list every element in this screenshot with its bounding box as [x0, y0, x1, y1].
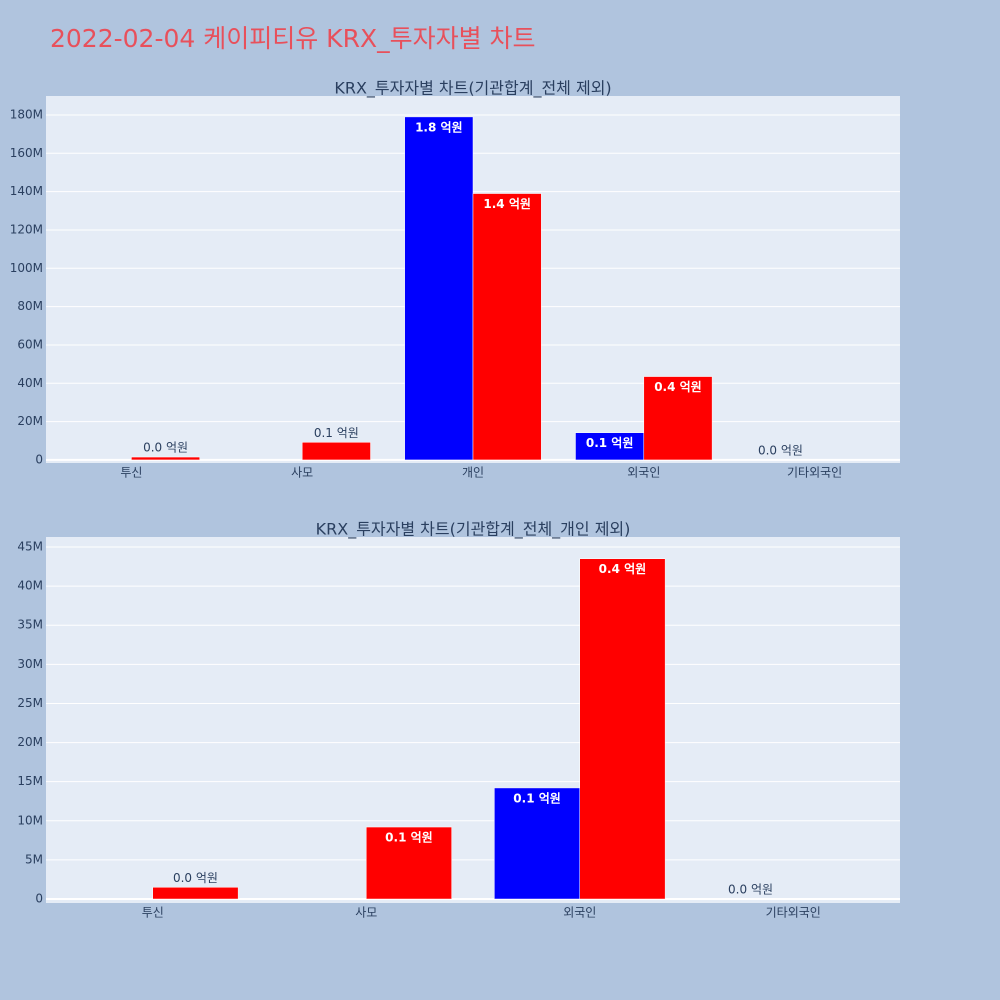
x-tick-label: 사모 — [291, 466, 313, 480]
y-tick-label: 30M — [17, 657, 43, 671]
y-tick-label: 180M — [10, 107, 43, 121]
data-label: 0.1 억원 — [586, 436, 634, 450]
y-tick-label: 100M — [10, 261, 43, 275]
y-tick-label: 10M — [17, 813, 43, 827]
data-label: 0.1 억원 — [513, 791, 561, 805]
chart-title: KRX_투자자별 차트(기관합계_전체_개인 제외) — [316, 520, 631, 540]
y-tick-label: 0 — [35, 892, 43, 906]
y-tick-label: 45M — [17, 540, 43, 554]
x-tick-label: 투신 — [120, 466, 142, 480]
y-tick-label: 140M — [10, 184, 43, 198]
data-label: 0.1 억원 — [314, 426, 359, 440]
bar — [579, 558, 666, 900]
chart-title: KRX_투자자별 차트(기관합계_전체 제외) — [334, 79, 611, 99]
bar — [152, 887, 239, 900]
y-tick-label: 60M — [17, 337, 43, 351]
x-tick-label: 기타외국인 — [787, 466, 842, 480]
data-label: 1.8 억원 — [415, 120, 463, 134]
y-tick-label: 0 — [35, 452, 43, 466]
x-tick-label: 투신 — [142, 906, 164, 920]
x-tick-label: 개인 — [462, 466, 484, 480]
x-tick-label: 기타외국인 — [766, 906, 821, 920]
data-label: 0.0 억원 — [728, 883, 773, 897]
bar — [494, 787, 581, 900]
y-tick-label: 25M — [17, 696, 43, 710]
y-tick-label: 120M — [10, 222, 43, 236]
data-label: 1.4 억원 — [483, 197, 531, 211]
bar — [472, 193, 542, 461]
data-label: 0.0 억원 — [758, 443, 803, 457]
x-tick-label: 사모 — [355, 906, 377, 920]
y-tick-label: 5M — [25, 852, 43, 866]
data-label: 0.1 억원 — [385, 831, 433, 845]
y-tick-label: 80M — [17, 299, 43, 313]
data-label: 0.4 억원 — [654, 380, 702, 394]
page-title: 2022-02-04 케이피티유 KRX_투자자별 차트 — [50, 24, 536, 53]
bar — [131, 456, 200, 461]
y-tick-label: 40M — [17, 579, 43, 593]
bar — [404, 116, 474, 461]
y-tick-label: 40M — [17, 376, 43, 390]
data-label: 0.0 억원 — [173, 871, 218, 885]
x-tick-label: 외국인 — [563, 906, 596, 920]
y-tick-label: 15M — [17, 774, 43, 788]
y-tick-label: 20M — [17, 735, 43, 749]
data-label: 0.0 억원 — [143, 441, 188, 455]
bar — [366, 826, 452, 900]
data-label: 0.4 억원 — [599, 562, 647, 576]
plot-area — [46, 537, 900, 903]
bar — [301, 442, 371, 461]
x-tick-label: 외국인 — [627, 466, 660, 480]
y-tick-label: 20M — [17, 414, 43, 428]
bar — [575, 432, 645, 461]
y-tick-label: 35M — [17, 618, 43, 632]
bar — [643, 376, 713, 461]
y-tick-label: 160M — [10, 146, 43, 160]
